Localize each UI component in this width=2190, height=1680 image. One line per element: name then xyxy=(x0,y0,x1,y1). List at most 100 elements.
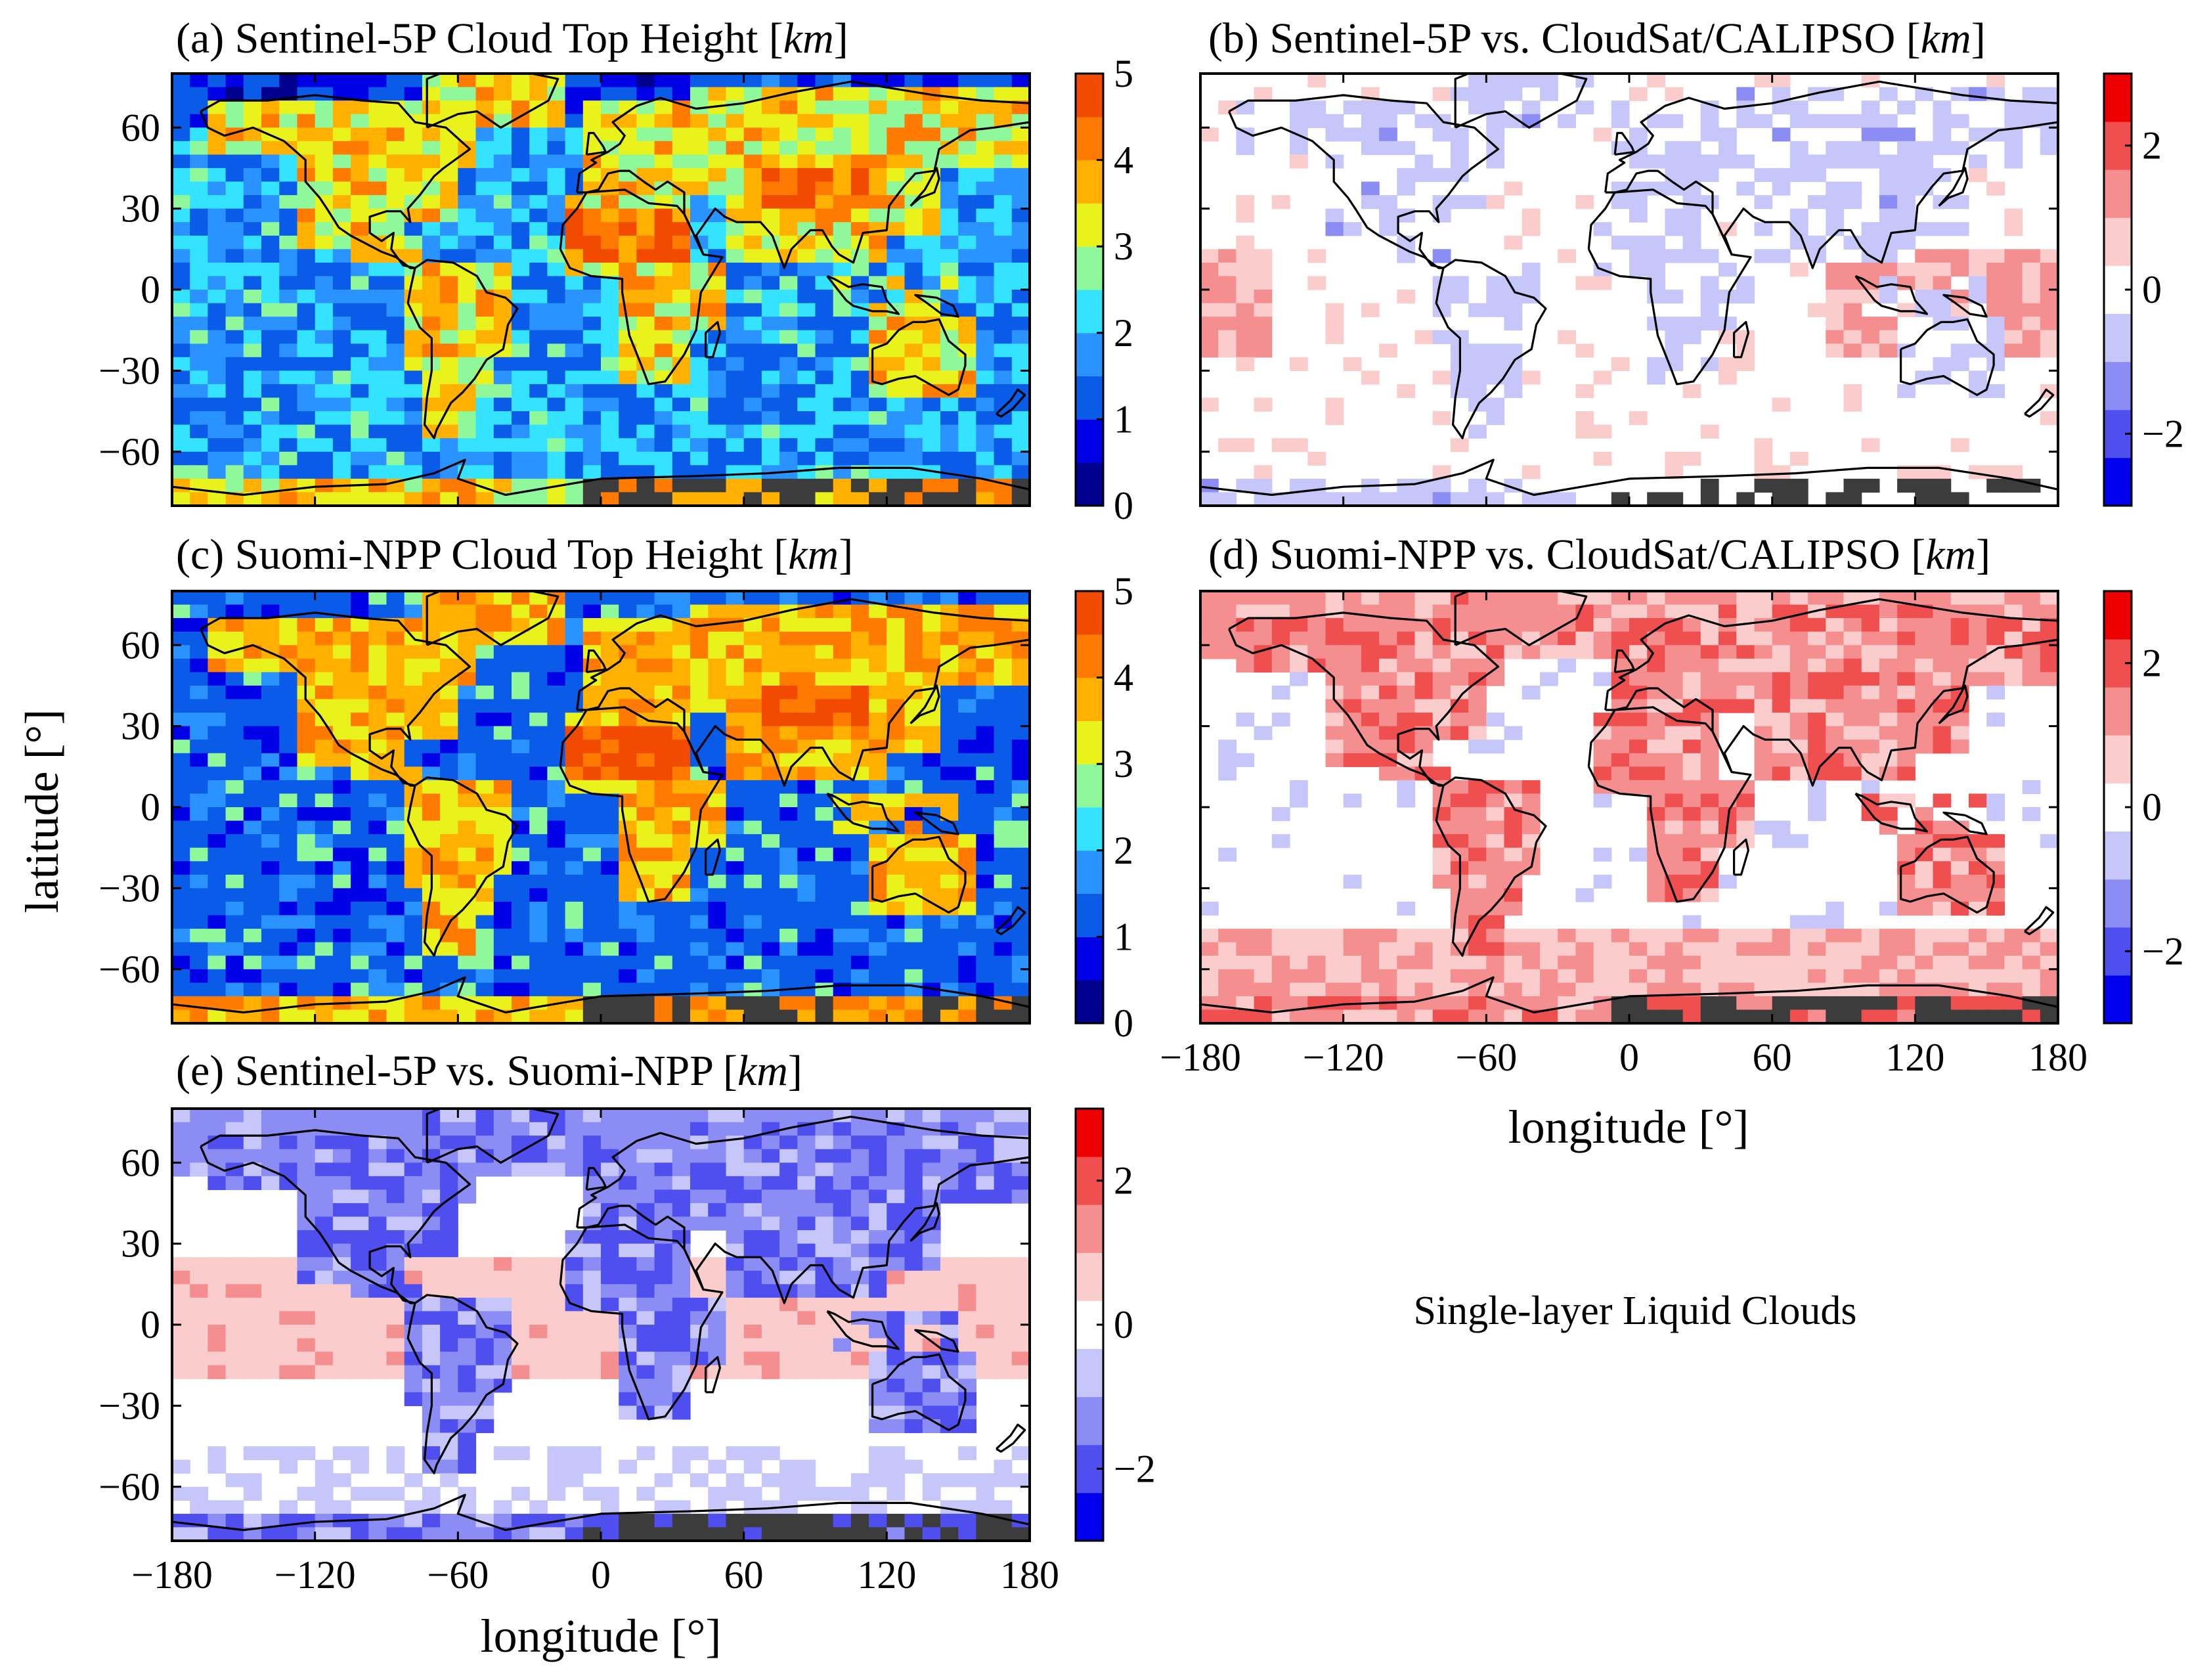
panel-d-cell xyxy=(2022,658,2041,673)
panel-d-cell xyxy=(1486,874,1505,889)
panel-c-cell xyxy=(1011,874,1030,889)
panel-d-cell xyxy=(1343,645,1362,659)
panel-b-cell xyxy=(1772,478,1791,493)
panel-a-cell xyxy=(529,438,548,453)
panel-a-cell xyxy=(529,317,548,331)
panel-b-cell xyxy=(1897,384,1916,399)
panel-a-cell xyxy=(690,249,709,263)
panel-c-cell xyxy=(225,996,244,1011)
panel-c-cell xyxy=(458,929,477,943)
panel-c-cell xyxy=(315,847,334,862)
panel-d-cell xyxy=(1343,713,1362,727)
panel-c-cell xyxy=(887,793,906,808)
panel-d-cell xyxy=(1468,942,1487,956)
panel-c-cell xyxy=(726,591,745,606)
panel-b-cell xyxy=(1915,492,1934,506)
panel-d-cell xyxy=(1414,699,1434,713)
panel-a-cell xyxy=(743,127,762,142)
panel-c-cell xyxy=(654,929,673,943)
panel-c-cell xyxy=(351,591,369,606)
panel-d-cell xyxy=(1843,658,1862,673)
panel-c-cell xyxy=(976,888,995,902)
panel-d-cell xyxy=(1611,929,1630,943)
panel-d-cell xyxy=(1611,780,1630,795)
panel-b-cell xyxy=(1897,100,1916,115)
panel-c-cell xyxy=(225,847,244,862)
panel-c-cell xyxy=(565,591,584,606)
panel-c-cell xyxy=(565,996,584,1011)
panel-d-cell xyxy=(1486,604,1505,619)
panel-c-cell xyxy=(529,834,548,849)
panel-d-cell xyxy=(2004,672,2023,686)
panel-d-cell xyxy=(1486,645,1505,659)
panel-c-cell xyxy=(636,753,655,767)
panel-a-cell xyxy=(797,222,816,236)
panel-c-cell xyxy=(601,983,619,997)
panel-d-cell xyxy=(1218,645,1237,659)
panel-d-cell xyxy=(1843,591,1862,606)
panel-a-cell xyxy=(422,141,441,155)
panel-d-cell xyxy=(1969,604,1987,619)
panel-d-cell xyxy=(1629,996,1648,1011)
panel-c-cell xyxy=(493,685,512,700)
panel-a-cell xyxy=(565,74,584,88)
panel-c-cell xyxy=(225,969,244,983)
panel-b-cell xyxy=(1432,370,1451,385)
panel-d-cell xyxy=(1611,604,1630,619)
panel-c-cell xyxy=(672,969,691,983)
panel-c-cell xyxy=(994,847,1013,862)
panel-d-cell xyxy=(1826,766,1845,781)
panel-b-cell xyxy=(1772,465,1791,479)
panel-c-cell xyxy=(279,915,298,929)
panel-d-cell xyxy=(1271,834,1290,849)
panel-c-cell xyxy=(225,888,244,902)
panel-d-cell xyxy=(1343,793,1362,808)
panel-b-cell xyxy=(1200,397,1219,412)
panel-c-cell xyxy=(779,713,798,727)
panel-d-cell xyxy=(1719,1009,1737,1023)
panel-d-cell xyxy=(1290,793,1308,808)
panel-c-cell xyxy=(458,658,477,673)
panel-b-cell xyxy=(1682,154,1701,169)
panel-c-cell xyxy=(601,807,619,822)
panel-a-cell xyxy=(582,303,602,317)
panel-b-cell xyxy=(1468,478,1487,493)
panel-d-cell xyxy=(1307,969,1326,983)
panel-c-cell xyxy=(565,847,584,862)
panel-a-cell xyxy=(743,411,762,426)
panel-a-cell xyxy=(815,114,834,128)
panel-d-cell xyxy=(1789,996,1808,1011)
panel-c-cell xyxy=(386,901,405,916)
panel-c-cell xyxy=(208,942,227,956)
panel-d-cell xyxy=(1647,780,1665,795)
panel-c-cell xyxy=(958,847,976,862)
panel-d-cell xyxy=(1826,631,1845,646)
panel-a-cell xyxy=(190,141,208,155)
panel-d-cell xyxy=(1200,929,1219,943)
panel-a-cell xyxy=(815,127,834,142)
panel-c-cell xyxy=(529,1009,548,1023)
panel-a-cell xyxy=(297,127,316,142)
panel-c-cell xyxy=(332,915,351,929)
panel-c-cell xyxy=(243,901,262,916)
panel-d-cell xyxy=(1736,929,1755,943)
panel-b-cell xyxy=(1682,235,1701,250)
panel-d-cell xyxy=(1593,753,1612,767)
panel-d-cell xyxy=(1682,631,1701,646)
panel-d-cell xyxy=(1897,834,1916,849)
panel-b-cell xyxy=(1504,343,1523,358)
panel-a-cell xyxy=(368,290,387,304)
panel-a-cell xyxy=(512,370,530,385)
panel-b-cell xyxy=(1325,303,1344,317)
panel-b-cell xyxy=(1897,181,1916,196)
panel-a-cell xyxy=(958,181,976,196)
panel-a-cell xyxy=(208,451,227,466)
panel-c-cell xyxy=(512,740,530,754)
panel-d-cell xyxy=(1879,591,1898,606)
panel-c-cell xyxy=(726,915,745,929)
panel-c-cell xyxy=(351,834,369,849)
panel-c-cell xyxy=(976,996,995,1011)
panel-d-cell xyxy=(1647,753,1665,767)
panel-d-cell xyxy=(1772,983,1791,997)
